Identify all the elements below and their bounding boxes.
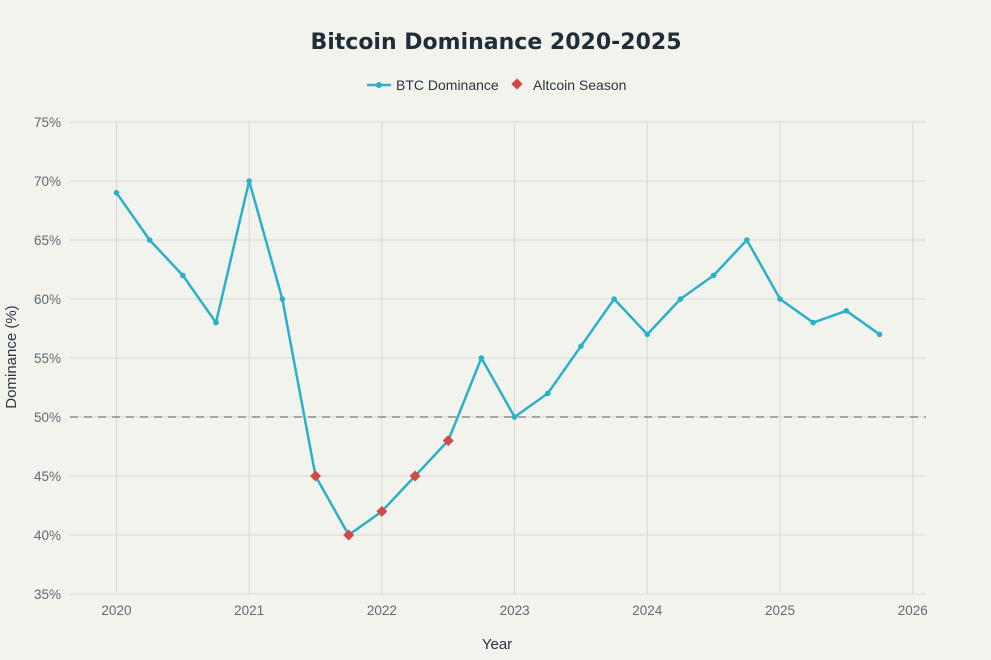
y-gridlines — [70, 121, 926, 595]
btc-dominance-point — [744, 237, 750, 243]
btc-dominance-point — [478, 355, 485, 361]
btc-dominance-point — [146, 237, 153, 243]
btc-dominance-point — [511, 414, 518, 420]
btc-dominance-point — [213, 319, 219, 326]
btc-dominance-point — [710, 272, 717, 279]
x-tick-label: 2021 — [234, 603, 264, 618]
x-tick-label: 2020 — [101, 603, 131, 618]
btc-dominance-point — [113, 190, 120, 196]
altcoin-season-marker — [376, 505, 388, 517]
btc-dominance-point — [611, 296, 617, 302]
btc-dominance-point — [810, 319, 816, 326]
legend-label-altcoin-season: Altcoin Season — [533, 77, 626, 93]
series-btc-dominance — [113, 178, 883, 538]
legend-diamond-icon — [511, 78, 523, 90]
legend-item-btc-dominance[interactable]: BTC Dominance — [367, 77, 499, 93]
btc-dominance-point — [279, 296, 286, 302]
y-tick-label: 50% — [34, 410, 61, 425]
btc-dominance-point — [843, 308, 850, 314]
y-tick-label: 35% — [34, 587, 61, 602]
chart-title: Bitcoin Dominance 2020-2025 — [310, 30, 681, 55]
legend-item-altcoin-season[interactable]: Altcoin Season — [511, 77, 626, 93]
altcoin-season-marker — [343, 529, 355, 541]
x-tick-label: 2026 — [898, 603, 928, 618]
btc-dominance-point — [246, 178, 252, 184]
series-altcoin-season — [310, 435, 454, 541]
y-tick-label: 55% — [34, 351, 61, 366]
y-tick-label: 70% — [34, 174, 61, 189]
legend-circle-icon — [376, 82, 382, 88]
btc-dominance-point — [180, 272, 186, 279]
x-tick-label: 2023 — [500, 603, 530, 618]
x-tick-label: 2024 — [632, 603, 663, 618]
x-tick-label: 2022 — [367, 603, 397, 618]
legend-label-btc-dominance: BTC Dominance — [396, 77, 499, 93]
btc-dominance-line — [115, 179, 881, 537]
x-tick-label: 2025 — [765, 603, 795, 618]
y-tick-labels: 35% 40% 45% 50% 55% 60% 65% 70% 75% — [34, 115, 61, 602]
btc-dominance-point — [677, 296, 684, 302]
altcoin-season-marker — [409, 470, 421, 482]
y-tick-label: 40% — [34, 528, 61, 543]
x-axis-label: Year — [482, 636, 512, 653]
y-tick-label: 65% — [34, 233, 61, 248]
legend: BTC Dominance Altcoin Season — [367, 77, 626, 93]
btc-dominance-point — [644, 331, 651, 338]
x-tick-labels: 2020 2021 2022 2023 2024 2025 2026 — [101, 603, 927, 618]
y-tick-label: 45% — [34, 469, 61, 484]
btc-dominance-point — [876, 331, 883, 338]
btc-dominance-point — [777, 296, 783, 302]
y-tick-label: 60% — [34, 292, 61, 307]
btc-dominance-point — [578, 343, 584, 350]
y-tick-label: 75% — [34, 115, 61, 130]
btc-dominance-point — [544, 390, 551, 397]
altcoin-season-marker — [310, 470, 322, 482]
y-axis-label: Dominance (%) — [3, 305, 20, 408]
altcoin-season-marker — [442, 435, 454, 447]
